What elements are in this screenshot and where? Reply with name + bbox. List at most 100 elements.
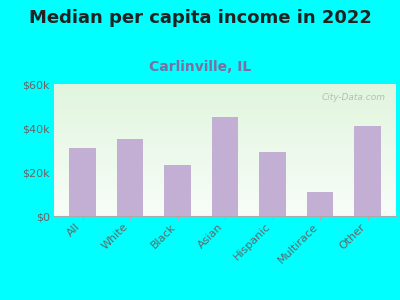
Bar [54, 215, 396, 216]
Bar [54, 104, 396, 105]
Bar [117, 139, 143, 216]
Text: Carlinville, IL: Carlinville, IL [149, 60, 251, 74]
Bar [54, 131, 396, 133]
Bar [54, 172, 396, 174]
Bar [54, 187, 396, 188]
Bar [54, 186, 396, 187]
Bar [54, 141, 396, 142]
Bar [54, 87, 396, 88]
Bar [54, 134, 396, 136]
Bar [54, 204, 396, 206]
Bar [54, 211, 396, 212]
Bar [54, 171, 396, 172]
Bar [54, 142, 396, 143]
Bar [54, 154, 396, 155]
Bar [54, 89, 396, 91]
Bar [54, 140, 396, 141]
Bar [54, 149, 396, 150]
Text: Median per capita income in 2022: Median per capita income in 2022 [28, 9, 372, 27]
Bar [54, 126, 396, 128]
Bar [54, 109, 396, 110]
Bar [54, 206, 396, 207]
Bar [54, 182, 396, 183]
Bar [54, 116, 396, 117]
Bar [54, 170, 396, 171]
Bar [54, 92, 396, 93]
Bar [54, 145, 396, 146]
Bar [54, 184, 396, 186]
Bar [54, 207, 396, 208]
Bar [54, 124, 396, 125]
Bar [54, 129, 396, 130]
Bar [212, 117, 238, 216]
Bar [54, 120, 396, 121]
Bar [54, 91, 396, 92]
Bar [54, 136, 396, 137]
Bar [54, 192, 396, 194]
Bar [54, 128, 396, 129]
Bar [54, 202, 396, 203]
Bar [54, 153, 396, 154]
Bar [54, 117, 396, 118]
Bar [54, 88, 396, 89]
Bar [54, 176, 396, 178]
Bar [54, 146, 396, 147]
Bar [70, 148, 96, 216]
Bar [54, 163, 396, 164]
Bar [54, 151, 396, 153]
Bar [54, 138, 396, 140]
Bar [54, 167, 396, 169]
Bar [54, 112, 396, 113]
Bar [54, 162, 396, 163]
Bar [54, 209, 396, 211]
Bar [54, 197, 396, 199]
Bar [307, 192, 333, 216]
Bar [54, 85, 396, 87]
Bar [54, 194, 396, 195]
Bar [54, 101, 396, 103]
Bar [54, 164, 396, 166]
Bar [54, 191, 396, 192]
Bar [54, 195, 396, 196]
Bar [54, 190, 396, 191]
Bar [54, 159, 396, 160]
Bar [54, 122, 396, 124]
Bar [54, 179, 396, 180]
Bar [54, 157, 396, 158]
Bar [54, 143, 396, 145]
Bar [54, 166, 396, 167]
Bar [54, 158, 396, 159]
Bar [54, 98, 396, 100]
Bar [354, 126, 380, 216]
Bar [54, 121, 396, 122]
Bar [54, 103, 396, 104]
Bar [54, 97, 396, 98]
Bar [54, 169, 396, 170]
Bar [54, 84, 396, 85]
Bar [54, 188, 396, 190]
Bar [54, 137, 396, 138]
Bar [54, 108, 396, 109]
Bar [54, 155, 396, 157]
Bar [54, 105, 396, 106]
Bar [54, 174, 396, 175]
Bar [54, 160, 396, 162]
Bar [54, 114, 396, 116]
Bar [54, 200, 396, 202]
Bar [54, 208, 396, 209]
Bar [54, 178, 396, 179]
Bar [54, 118, 396, 120]
Bar [54, 106, 396, 108]
Bar [54, 96, 396, 97]
Bar [54, 180, 396, 182]
Bar [54, 203, 396, 204]
Bar [54, 150, 396, 151]
Bar [164, 165, 190, 216]
Bar [54, 213, 396, 215]
Bar [54, 175, 396, 176]
Bar [54, 212, 396, 213]
Bar [54, 147, 396, 149]
Bar [54, 196, 396, 197]
Bar [54, 130, 396, 131]
Bar [54, 94, 396, 96]
